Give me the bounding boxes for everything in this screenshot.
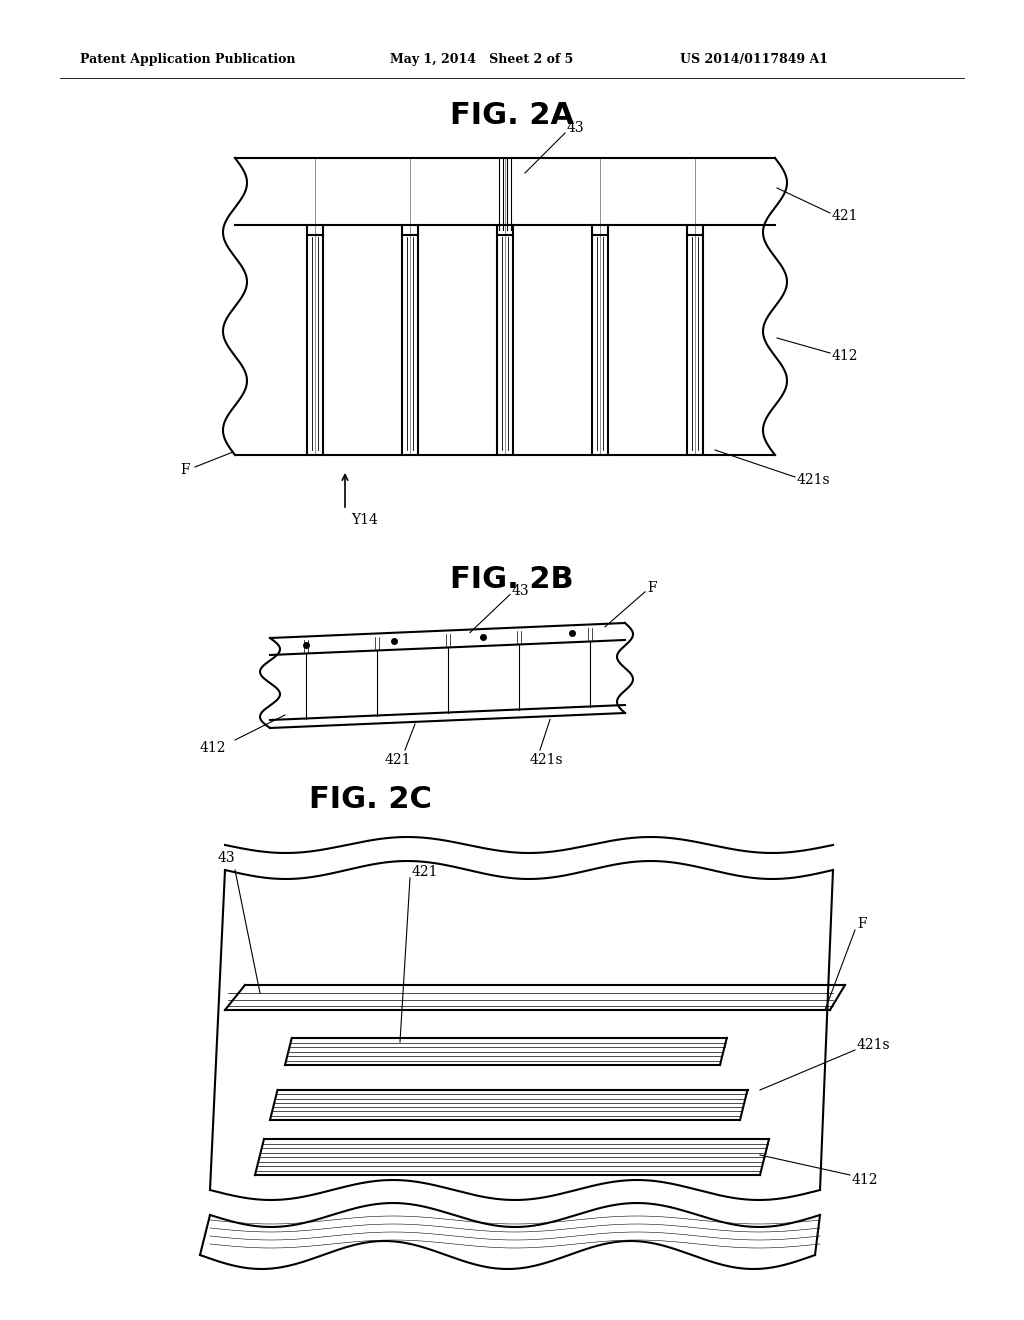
- Text: May 1, 2014   Sheet 2 of 5: May 1, 2014 Sheet 2 of 5: [390, 54, 573, 66]
- Text: Patent Application Publication: Patent Application Publication: [80, 54, 296, 66]
- Text: FIG. 2A: FIG. 2A: [450, 100, 574, 129]
- Text: 421: 421: [412, 865, 438, 879]
- Text: Y14: Y14: [351, 513, 378, 527]
- Text: F: F: [857, 917, 866, 931]
- Text: FIG. 2C: FIG. 2C: [308, 785, 431, 814]
- Text: 421s: 421s: [530, 752, 563, 767]
- Text: 412: 412: [200, 741, 226, 755]
- Text: 421: 421: [831, 209, 858, 223]
- Text: 421s: 421s: [797, 473, 830, 487]
- Text: US 2014/0117849 A1: US 2014/0117849 A1: [680, 54, 828, 66]
- Text: 421s: 421s: [857, 1038, 891, 1052]
- Text: 412: 412: [852, 1173, 879, 1187]
- Text: 43: 43: [512, 583, 529, 598]
- Text: 412: 412: [831, 348, 858, 363]
- Text: FIG. 2B: FIG. 2B: [451, 565, 573, 594]
- Text: F: F: [180, 463, 189, 477]
- Text: F: F: [647, 581, 656, 595]
- Text: 421: 421: [385, 752, 412, 767]
- Text: 43: 43: [567, 121, 585, 135]
- Text: 43: 43: [218, 851, 236, 865]
